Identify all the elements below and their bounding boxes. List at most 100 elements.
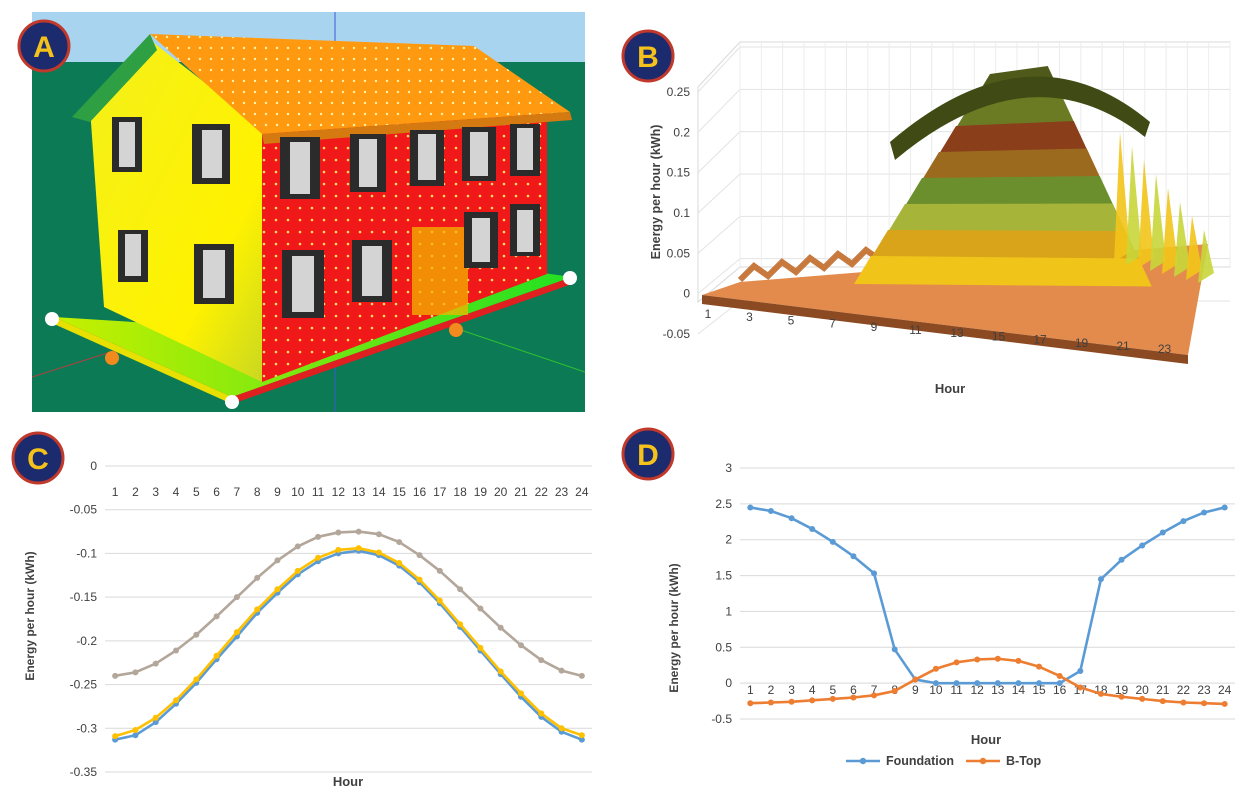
data-point (974, 680, 981, 687)
data-point (1180, 518, 1187, 525)
x-tick-label: 23 (1197, 683, 1211, 697)
data-point (152, 714, 159, 721)
data-point (891, 646, 898, 653)
series-line (114, 549, 583, 741)
data-point (850, 694, 857, 701)
series-line (114, 546, 583, 738)
y-tick-label: -0.15 (70, 590, 98, 604)
data-point (173, 697, 180, 704)
surface-band (939, 121, 1087, 154)
data-point (850, 553, 857, 560)
series-0 (112, 528, 585, 679)
data-point (335, 529, 342, 536)
data-point (1221, 700, 1228, 707)
y-tick-label: 0.1 (673, 206, 690, 220)
x-tick-label: 2 (768, 683, 775, 697)
y-tick-label: -0.2 (76, 634, 97, 648)
y-tick-label: 0.15 (667, 166, 691, 180)
data-point (953, 659, 960, 666)
x-tick-label: 17 (433, 485, 447, 499)
data-point (152, 660, 159, 667)
x-axis-label-b: Hour (935, 381, 965, 396)
y-ticks-d: 3 2.5 2 1.5 1 0.5 0 -0.5 (711, 461, 732, 726)
move-handle[interactable] (105, 351, 119, 365)
x-tick-label: 14 (1012, 683, 1026, 697)
resize-handle[interactable] (563, 271, 577, 285)
y-tick-label: 1.5 (715, 569, 732, 583)
data-point (436, 597, 443, 604)
data-point (558, 667, 565, 674)
series-2 (112, 545, 585, 740)
data-point (294, 543, 301, 550)
x-tick-label: 12 (971, 683, 985, 697)
data-point (809, 525, 816, 532)
x-tick-label: 24 (1218, 683, 1232, 697)
x-tick-label: 19 (474, 485, 488, 499)
x-tick-label: 11 (950, 683, 963, 697)
data-point (1036, 663, 1043, 670)
data-point (497, 668, 504, 675)
data-point (1015, 680, 1022, 687)
series-d (747, 504, 1228, 707)
data-point (578, 672, 585, 679)
data-point (1159, 698, 1166, 705)
y-tick-label: -0.3 (76, 721, 97, 735)
data-point (891, 688, 898, 695)
data-point (994, 655, 1001, 662)
house-model-scene (32, 12, 585, 412)
data-point (871, 570, 878, 577)
data-point (767, 699, 774, 706)
x-tick-label: 20 (494, 485, 508, 499)
data-point (274, 557, 281, 564)
legend-label: Foundation (886, 754, 954, 768)
data-point (416, 552, 423, 559)
move-handle[interactable] (449, 323, 463, 337)
data-point (517, 690, 524, 697)
y-tick-label: 0.2 (673, 125, 690, 139)
data-point (829, 695, 836, 702)
resize-handle[interactable] (45, 312, 59, 326)
y-tick-label: 3 (725, 461, 732, 475)
x-tick-label: 16 (413, 485, 427, 499)
data-point (294, 567, 301, 574)
x-tick-label: 1 (747, 683, 754, 697)
data-point (436, 567, 443, 574)
data-point (578, 736, 585, 743)
slab-edge-left (54, 317, 232, 404)
series-line (750, 657, 1225, 706)
y-tick-label: -0.5 (711, 712, 732, 726)
surface-cap (890, 76, 1150, 160)
panel-d-line-chart: 32.521.510.50-0.5 1234567891011121314151… (618, 418, 1241, 799)
x-ticks-b: 1 3 5 7 9 11 13 15 17 19 21 23 (705, 307, 1172, 356)
x-tick-label: 1 (705, 307, 712, 321)
data-point (274, 586, 281, 593)
x-tick-label: 7 (829, 317, 836, 331)
x-tick-label: 23 (555, 485, 569, 499)
y-tick-label: -0.25 (70, 678, 98, 692)
grid-d (740, 467, 1235, 720)
y-tick-label: 0.25 (667, 85, 691, 99)
y-ticks-c: 0 -0.05 -0.1 -0.15 -0.2 -0.25 -0.3 -0.35 (70, 459, 98, 779)
surface-band (888, 203, 1126, 232)
resize-handle[interactable] (225, 395, 239, 409)
data-point (497, 624, 504, 631)
x-tick-label: 14 (372, 485, 386, 499)
data-point (254, 606, 261, 613)
y-tick-label: -0.1 (76, 546, 97, 560)
data-point (132, 732, 139, 739)
badge-b: B (621, 29, 675, 83)
data-point (233, 629, 240, 636)
x-tick-label: 9 (871, 320, 878, 334)
data-point (375, 549, 382, 556)
data-point (477, 605, 484, 612)
data-point (747, 700, 754, 707)
data-point (132, 727, 139, 734)
x-tick-label: 13 (950, 326, 964, 340)
roof-fascia (262, 112, 572, 144)
y-tick-label: 0.5 (715, 640, 732, 654)
data-point (375, 531, 382, 538)
data-point (355, 545, 362, 552)
data-point (953, 680, 960, 687)
